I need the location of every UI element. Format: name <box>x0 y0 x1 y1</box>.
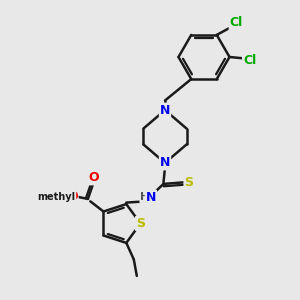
Text: S: S <box>136 217 145 230</box>
Text: N: N <box>146 190 156 204</box>
Text: N: N <box>160 156 170 170</box>
Text: O: O <box>88 171 99 184</box>
Text: N: N <box>160 103 170 117</box>
Text: H: H <box>140 192 149 202</box>
Text: methyl: methyl <box>37 191 76 202</box>
Text: Cl: Cl <box>230 16 243 29</box>
Text: Cl: Cl <box>243 53 256 67</box>
Text: O: O <box>67 190 78 203</box>
Text: S: S <box>184 176 194 189</box>
